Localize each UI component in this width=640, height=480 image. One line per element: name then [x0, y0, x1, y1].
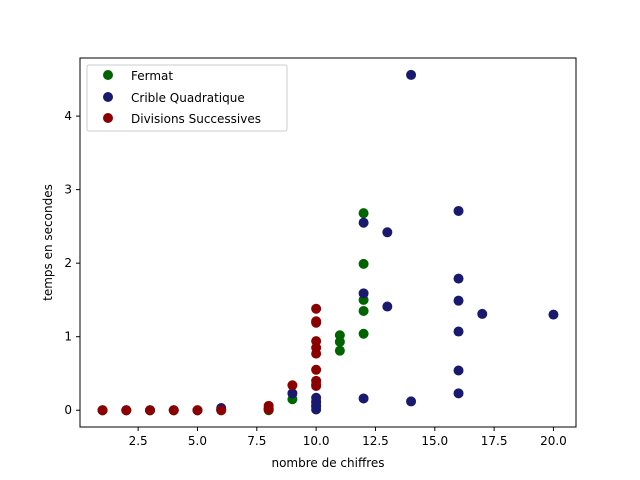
data-point-crible-quadratique — [453, 295, 464, 306]
data-point-crible-quadratique — [453, 365, 464, 376]
data-point-divisions-successives — [311, 317, 322, 328]
data-point-fermat — [334, 345, 345, 356]
legend: Fermat Crible Quadratique Divisions Succ… — [86, 64, 288, 132]
data-point-crible-quadratique — [406, 396, 417, 407]
data-point-fermat — [358, 328, 369, 339]
data-point-fermat — [358, 305, 369, 316]
legend-label-divisions-successives: Divisions Successives — [131, 112, 261, 126]
legend-marker-crible-quadratique — [103, 92, 113, 102]
data-point-crible-quadratique — [358, 217, 369, 228]
x-tick-label: 10.0 — [303, 434, 330, 448]
y-axis: 0 1 2 3 4 — [64, 109, 80, 417]
x-tick-label: 20.0 — [540, 434, 567, 448]
data-point-crible-quadratique — [406, 69, 417, 80]
data-points — [97, 69, 559, 416]
data-point-crible-quadratique — [453, 205, 464, 216]
x-tick-label: 7.5 — [247, 434, 266, 448]
legend-marker-fermat — [103, 70, 113, 80]
data-point-divisions-successives — [263, 404, 274, 415]
data-point-divisions-successives — [287, 380, 298, 391]
data-point-crible-quadratique — [382, 227, 393, 238]
y-axis-label: temps en secondes — [41, 184, 55, 301]
legend-label-fermat: Fermat — [131, 69, 173, 83]
data-point-crible-quadratique — [311, 404, 322, 415]
data-point-crible-quadratique — [453, 388, 464, 399]
y-tick-label: 0 — [64, 403, 72, 417]
y-tick-label: 3 — [64, 183, 72, 197]
legend-box — [86, 64, 288, 132]
x-tick-label: 12.5 — [362, 434, 389, 448]
data-point-divisions-successives — [311, 364, 322, 375]
data-point-crible-quadratique — [453, 273, 464, 284]
data-point-crible-quadratique — [382, 301, 393, 312]
data-point-divisions-successives — [311, 380, 322, 391]
y-tick-label: 2 — [64, 256, 72, 270]
legend-marker-divisions-successives — [103, 113, 113, 123]
x-tick-label: 15.0 — [421, 434, 448, 448]
data-point-crible-quadratique — [287, 388, 298, 399]
data-point-divisions-successives — [168, 405, 179, 416]
data-point-crible-quadratique — [548, 309, 559, 320]
data-point-fermat — [358, 258, 369, 269]
x-axis-label: nombre de chiffres — [271, 456, 384, 470]
data-point-crible-quadratique — [453, 326, 464, 337]
data-point-fermat — [358, 208, 369, 219]
data-point-divisions-successives — [145, 405, 156, 416]
data-point-divisions-successives — [97, 405, 108, 416]
x-tick-label: 2.5 — [129, 434, 148, 448]
data-point-crible-quadratique — [358, 288, 369, 299]
y-tick-label: 4 — [64, 109, 72, 123]
data-point-crible-quadratique — [477, 308, 488, 319]
data-point-divisions-successives — [121, 405, 132, 416]
data-point-fermat — [334, 336, 345, 347]
data-point-crible-quadratique — [358, 393, 369, 404]
data-point-divisions-successives — [311, 348, 322, 359]
legend-label-crible-quadratique: Crible Quadratique — [131, 91, 245, 105]
data-point-divisions-successives — [311, 303, 322, 314]
x-tick-label: 5.0 — [188, 434, 207, 448]
x-axis: 2.5 5.0 7.5 10.0 12.5 15.0 17.5 20.0 — [129, 427, 567, 448]
y-tick-label: 1 — [64, 330, 72, 344]
data-point-divisions-successives — [216, 405, 227, 416]
data-point-divisions-successives — [192, 405, 203, 416]
x-tick-label: 17.5 — [481, 434, 508, 448]
